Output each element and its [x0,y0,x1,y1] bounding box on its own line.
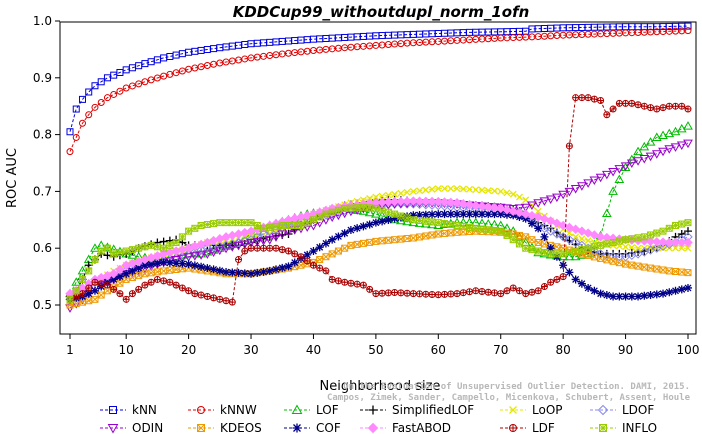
x-tick-label: 1 [66,343,74,357]
y-axis-label: ROC AUC [5,148,20,208]
legend-item-kdeos: KDEOS [188,421,262,434]
legend-label: INFLO [622,421,657,434]
series-inflo [66,203,692,303]
legend-label: LOF [316,403,339,417]
x-tick-label: 20 [181,343,196,357]
plot-frame [59,21,697,335]
x-tick-label: 100 [677,343,700,357]
legend-label: FastABOD [392,421,451,434]
x-tick-label: 30 [243,343,258,357]
watermark-line-2: Campos, Zimek, Sander, Campello, Micenko… [327,392,691,403]
legend-item-ldf: LDF [500,421,555,434]
x-tick-label: 70 [493,343,508,357]
x-tick-label: 90 [618,343,633,357]
legend: kNN kNNW LOF SimplifiedLOF LoOP LDOF ODIN KDEOS… [100,403,657,434]
legend-label: LDF [532,421,555,434]
y-tick-label: 0.7 [33,184,52,198]
y-tick-label: 1.0 [33,14,52,28]
legend-item-knnw: kNNW [188,403,257,417]
legend-label: COF [316,421,341,434]
legend-label: kNN [132,403,157,417]
legend-item-fastabod: FastABOD [360,421,451,434]
y-tick-label: 0.6 [33,241,52,255]
series-markers [66,203,692,303]
y-tick-label: 0.9 [33,71,52,85]
legend-label: LoOP [532,403,563,417]
series-knnw [66,27,692,156]
series-markers [65,139,693,313]
series-markers [66,27,692,156]
legend-item-cof: COF [284,421,341,434]
legend-item-inflo: INFLO [590,421,657,434]
legend-label: SimplifiedLOF [392,403,474,417]
watermark-line-1: On the Evaluation of Unsupervised Outlie… [343,381,690,392]
legend-item-odin: ODIN [100,421,163,434]
x-tick-label: 60 [431,343,446,357]
x-axis-label: Neighborhood size [320,379,441,394]
series-line [69,30,689,152]
x-tick-label: 50 [368,343,383,357]
series-markers [66,94,692,306]
legend-label: KDEOS [220,421,262,434]
legend-label: LDOF [622,403,654,417]
x-tick-label: 80 [556,343,571,357]
series-odin [65,139,693,313]
legend-item-loop: LoOP [500,403,563,417]
axis-layer: 1 10 20 30 40 50 60 70 80 90 100 0.5 0.6 0.7 0.8 0.9 1.0 [33,14,700,357]
legend-item-lof: LOF [284,403,339,417]
legend-item-knn: kNN [100,403,157,417]
series-line [69,188,688,300]
legend-item-ldof: LDOF [590,403,654,417]
legend-label: ODIN [132,421,163,434]
y-tick-label: 0.8 [33,128,52,142]
legend-label: kNNW [220,403,257,417]
x-tick-label: 40 [306,343,321,357]
y-tick-label: 0.5 [33,298,52,312]
series-ldf [66,94,692,306]
legend-item-simplifiedlof: SimplifiedLOF [360,403,474,417]
chart-title: KDDCup99_withoutdupl_norm_1ofn [233,3,530,21]
series-layer [65,22,693,313]
x-tick-label: 10 [119,343,134,357]
